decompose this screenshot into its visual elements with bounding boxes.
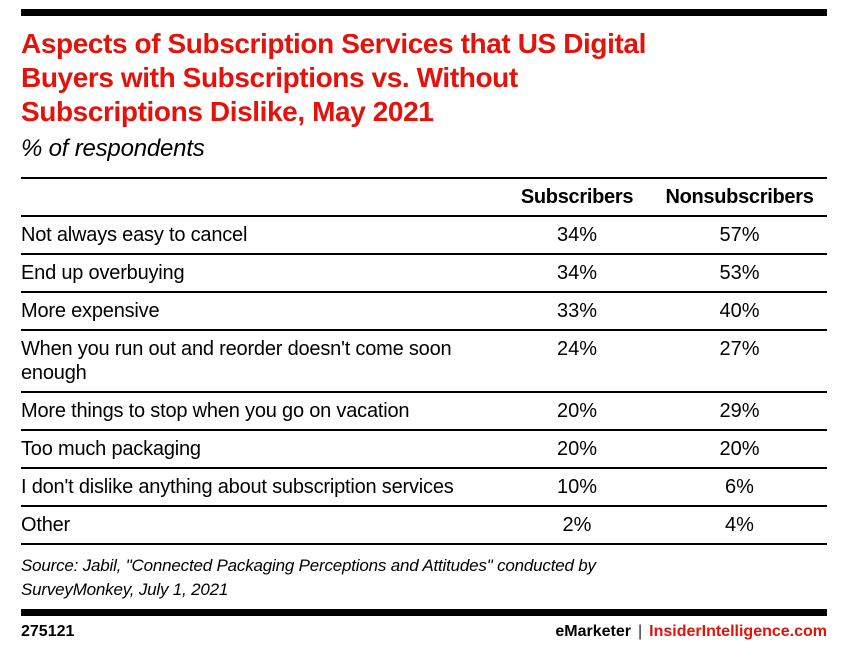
table-header-row: Subscribers Nonsubscribers [21, 179, 827, 217]
brand-lockup: eMarketer | InsiderIntelligence.com [555, 623, 827, 641]
insider-intelligence-wordmark: InsiderIntelligence.com [649, 623, 827, 640]
table-row: More things to stop when you go on vacat… [21, 393, 827, 431]
table-row: Not always easy to cancel 34% 57% [21, 217, 827, 255]
nonsubscribers-value: 4% [725, 514, 754, 536]
subscribers-value: 20% [556, 438, 598, 460]
top-rule [21, 9, 827, 16]
subscribers-value: 20% [556, 400, 598, 422]
footer-bar: 275121 eMarketer | InsiderIntelligence.com [21, 623, 827, 641]
row-label: I don't dislike anything about subscript… [21, 476, 454, 498]
source-note: Source: Jabil, "Connected Packaging Perc… [21, 554, 827, 602]
column-header-nonsubscribers: Nonsubscribers [665, 186, 814, 208]
brand-separator: | [638, 623, 643, 640]
row-label: End up overbuying [21, 262, 185, 284]
row-label: More things to stop when you go on vacat… [21, 400, 410, 422]
nonsubscribers-value: 29% [719, 400, 760, 422]
row-label: Other [21, 514, 71, 536]
nonsubscribers-value: 27% [719, 338, 760, 360]
subscribers-value: 24% [556, 338, 598, 360]
table-row: I don't dislike anything about subscript… [21, 469, 827, 507]
source-line-1: Source: Jabil, "Connected Packaging Perc… [21, 556, 596, 575]
chart-subtitle: % of respondents [21, 135, 205, 162]
table-row: End up overbuying 34% 53% [21, 255, 827, 293]
source-line-2: SurveyMonkey, July 1, 2021 [21, 580, 229, 599]
chart-title-line-3: Subscriptions Dislike, May 2021 [21, 96, 434, 127]
nonsubscribers-value: 6% [725, 476, 754, 498]
subscribers-value: 10% [556, 476, 598, 498]
chart-title-line-2: Buyers with Subscriptions vs. Without [21, 62, 518, 93]
chart-title: Aspects of Subscription Services that US… [21, 27, 827, 129]
table-row: Too much packaging 20% 20% [21, 431, 827, 469]
subscribers-value: 34% [556, 224, 598, 246]
chart-id: 275121 [21, 623, 75, 640]
nonsubscribers-value: 40% [719, 300, 760, 322]
chart-title-line-1: Aspects of Subscription Services that US… [21, 28, 646, 59]
table-row: More expensive 33% 40% [21, 293, 827, 331]
row-label: When you run out and reorder doesn't com… [21, 338, 452, 384]
bottom-rule [21, 609, 827, 616]
row-label: Not always easy to cancel [21, 224, 248, 246]
subscribers-value: 34% [556, 262, 598, 284]
subscribers-value: 2% [562, 514, 592, 536]
nonsubscribers-value: 53% [719, 262, 760, 284]
emarketer-wordmark: eMarketer [555, 623, 632, 640]
table-row: When you run out and reorder doesn't com… [21, 331, 827, 393]
column-header-subscribers: Subscribers [520, 186, 634, 208]
row-label: More expensive [21, 300, 160, 322]
chart-page: Aspects of Subscription Services that US… [0, 9, 848, 641]
subscribers-value: 33% [556, 300, 598, 322]
table-row: Other 2% 4% [21, 507, 827, 545]
row-label: Too much packaging [21, 438, 201, 460]
nonsubscribers-value: 57% [719, 224, 760, 246]
nonsubscribers-value: 20% [719, 438, 760, 460]
data-table: Subscribers Nonsubscribers Not always ea… [21, 177, 827, 545]
